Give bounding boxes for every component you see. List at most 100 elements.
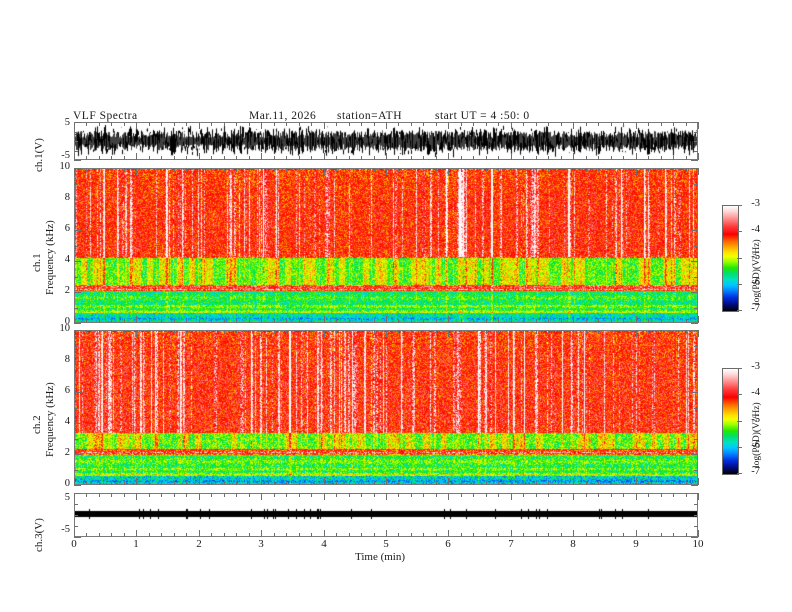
axis-tick — [694, 504, 698, 505]
axis-tick — [694, 308, 698, 309]
axis-tick — [448, 122, 449, 129]
axis-tick — [461, 319, 462, 323]
axis-tick — [436, 481, 437, 485]
axis-tick — [691, 423, 698, 424]
freq-tick-label: 2 — [64, 285, 70, 296]
axis-tick — [623, 533, 624, 537]
axis-tick — [74, 330, 75, 337]
axis-tick — [411, 493, 412, 497]
axis-tick — [473, 493, 474, 497]
axis-tick — [423, 481, 424, 485]
axis-tick — [536, 330, 537, 334]
axis-tick — [299, 330, 300, 334]
axis-tick — [586, 156, 587, 160]
axis-tick — [411, 168, 412, 172]
colorbar-tick-label: -4 — [751, 387, 760, 398]
axis-tick — [374, 122, 375, 126]
freq-tick-label: 8 — [64, 354, 70, 365]
axis-tick — [686, 330, 687, 334]
axis-tick — [573, 122, 574, 129]
colorbar-tick-label: -4 — [751, 224, 760, 235]
axis-tick — [691, 199, 698, 200]
x-tick-label: 7 — [508, 538, 514, 550]
axis-tick — [673, 122, 674, 126]
axis-tick — [511, 330, 512, 337]
freq-tick-label: 6 — [64, 385, 70, 396]
axis-tick — [99, 168, 100, 172]
axis-tick — [661, 156, 662, 160]
ch2-spectrogram-canvas — [75, 331, 697, 484]
axis-tick — [661, 319, 662, 323]
axis-tick — [224, 493, 225, 497]
x-tick-label: 1 — [133, 538, 139, 550]
axis-tick — [174, 493, 175, 497]
axis-tick — [186, 493, 187, 497]
axis-tick — [737, 473, 742, 474]
axis-tick — [423, 168, 424, 172]
axis-tick — [74, 392, 81, 393]
axis-tick — [573, 330, 574, 337]
axis-tick — [74, 151, 78, 152]
axis-tick — [448, 330, 449, 337]
axis-tick — [324, 153, 325, 160]
axis-tick — [336, 481, 337, 485]
axis-tick — [636, 122, 637, 129]
axis-tick — [249, 122, 250, 126]
axis-tick — [111, 533, 112, 537]
axis-tick — [473, 168, 474, 172]
axis-tick — [136, 122, 137, 129]
axis-tick — [261, 316, 262, 323]
axis-tick — [324, 530, 325, 537]
axis-tick — [523, 533, 524, 537]
axis-tick — [598, 330, 599, 334]
axis-tick — [573, 153, 574, 160]
axis-tick — [111, 330, 112, 334]
axis-tick — [448, 168, 449, 175]
freq-tick-label: 0 — [64, 316, 70, 327]
axis-tick — [274, 168, 275, 172]
axis-tick — [74, 346, 78, 347]
axis-tick — [473, 481, 474, 485]
axis-tick — [636, 478, 637, 485]
axis-tick — [186, 156, 187, 160]
axis-tick — [598, 156, 599, 160]
axis-tick — [211, 122, 212, 126]
freq-tick-label: 6 — [64, 223, 70, 234]
axis-tick — [486, 330, 487, 334]
axis-tick — [673, 319, 674, 323]
axis-tick — [249, 493, 250, 497]
axis-tick — [336, 533, 337, 537]
x-tick-label: 0 — [71, 538, 77, 550]
axis-tick — [648, 330, 649, 334]
axis-tick — [548, 330, 549, 334]
axis-tick — [694, 215, 698, 216]
axis-tick — [249, 481, 250, 485]
record-date: Mar.11, 2026 — [249, 110, 317, 122]
axis-tick — [161, 481, 162, 485]
axis-tick — [636, 330, 637, 337]
axis-tick — [374, 319, 375, 323]
axis-tick — [511, 122, 512, 129]
axis-tick — [274, 330, 275, 334]
axis-tick — [136, 316, 137, 323]
axis-tick — [111, 168, 112, 172]
axis-tick — [161, 330, 162, 334]
axis-tick — [211, 330, 212, 334]
axis-tick — [411, 156, 412, 160]
axis-tick — [86, 330, 87, 334]
axis-tick — [498, 122, 499, 126]
axis-tick — [511, 530, 512, 537]
axis-tick — [286, 481, 287, 485]
axis-tick — [473, 319, 474, 323]
axis-tick — [74, 408, 78, 409]
axis-tick — [249, 168, 250, 172]
axis-tick — [423, 493, 424, 497]
axis-tick — [398, 533, 399, 537]
axis-tick — [149, 319, 150, 323]
axis-tick — [436, 493, 437, 497]
axis-tick — [398, 168, 399, 172]
axis-tick — [336, 330, 337, 334]
axis-tick — [691, 230, 698, 231]
axis-tick — [461, 533, 462, 537]
axis-tick — [737, 258, 742, 259]
